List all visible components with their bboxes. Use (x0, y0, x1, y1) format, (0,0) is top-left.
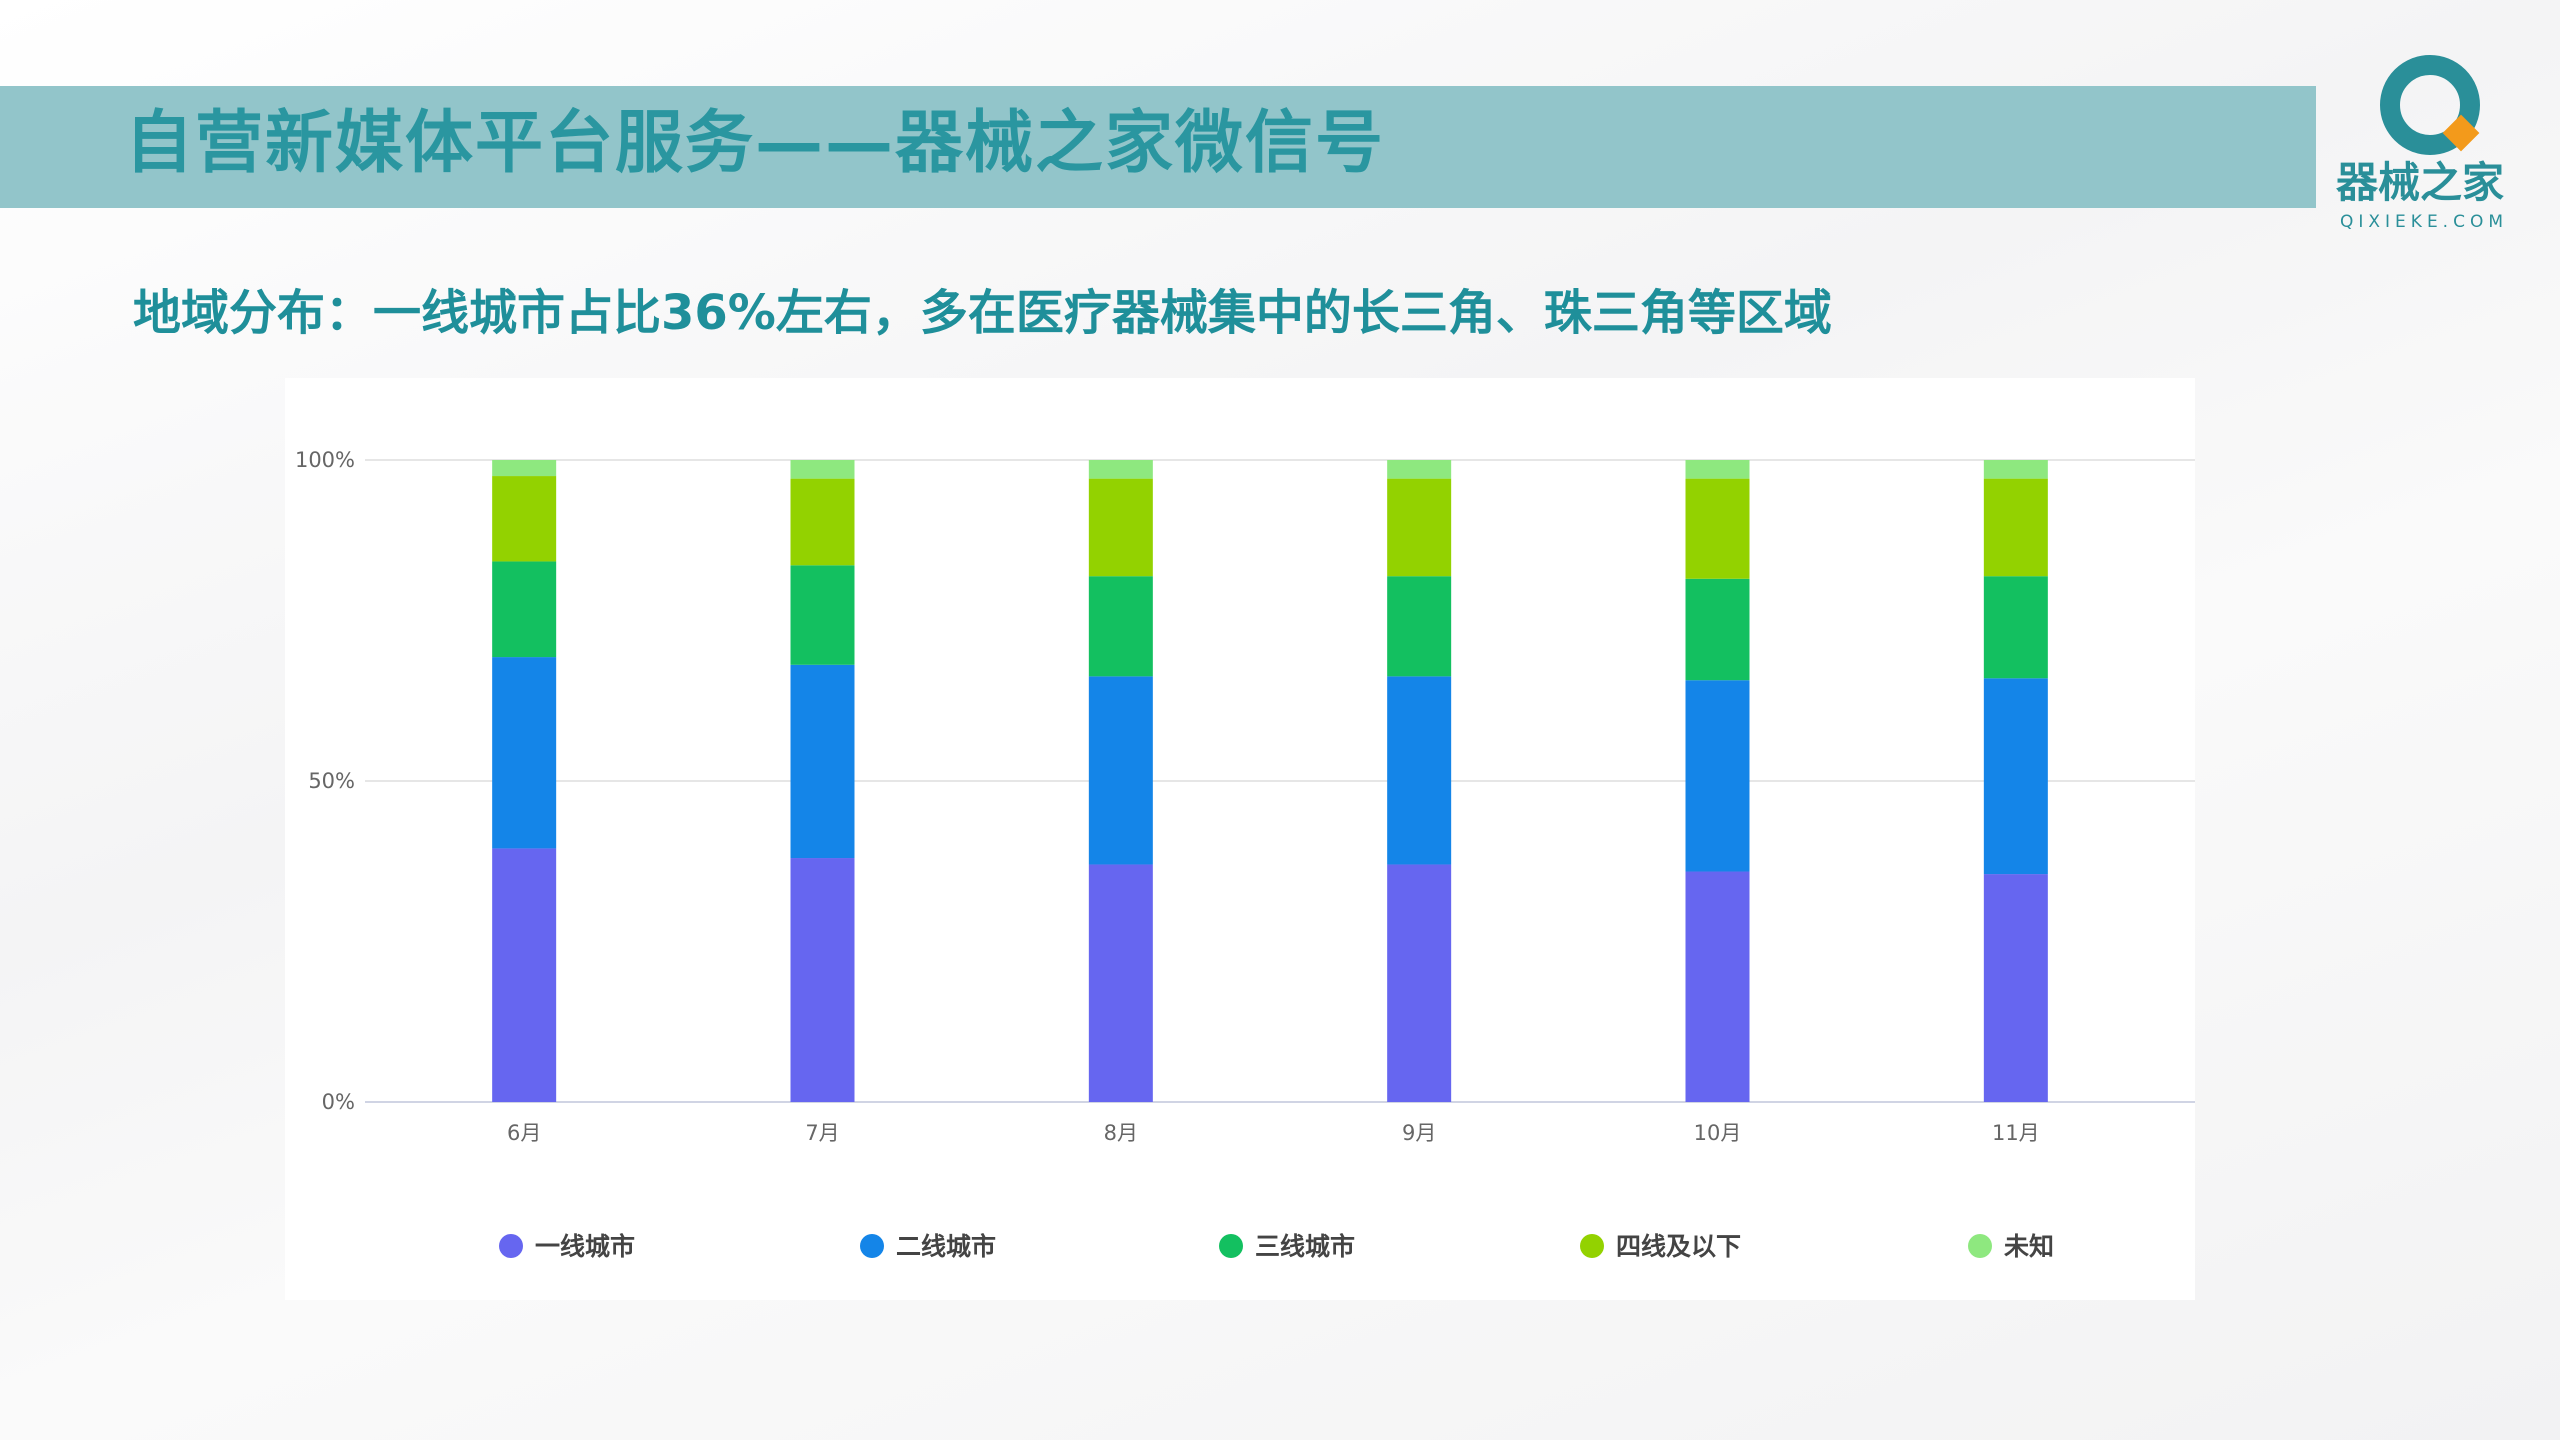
logo-icon (2380, 55, 2480, 155)
bar-segment (492, 561, 557, 658)
bar-segment (1685, 478, 1750, 579)
bar-segment (1387, 864, 1452, 1102)
chart-card: 0% 50% 100% 6月 7月 8月 9月 10月 11月一线城市 二线城市 三线城市 四线及以下… (285, 378, 2195, 1300)
y-tick-label: 100% (295, 448, 355, 472)
bar-segment (1387, 576, 1452, 677)
subtitle: 地域分布：一线城市占比36%左右，多在医疗器械集中的长三角、珠三角等区域 (133, 285, 1832, 341)
legend-marker (1219, 1234, 1243, 1258)
bar-segment (492, 657, 557, 849)
y-tick-label: 50% (308, 769, 355, 793)
bar-segment (790, 664, 855, 859)
bar-segment (790, 858, 855, 1102)
x-tick-label: 8月 (1104, 1121, 1138, 1145)
x-tick-label: 11月 (1992, 1121, 2040, 1145)
title-band (0, 86, 2316, 208)
bar-segment (1088, 676, 1153, 865)
legend-marker (499, 1234, 523, 1258)
bar-segment (1685, 871, 1750, 1102)
legend-label: 未知 (2004, 1232, 2054, 1261)
bar-segment (1387, 460, 1452, 479)
legend-label: 二线城市 (896, 1232, 996, 1261)
legend-marker (860, 1234, 884, 1258)
bar-segment (1387, 478, 1452, 577)
x-tick-label: 9月 (1402, 1121, 1436, 1145)
bar-segment (1685, 680, 1750, 872)
legend-label: 四线及以下 (1616, 1232, 1741, 1261)
logo-text: 器械之家 (2336, 158, 2505, 207)
bar-segment (1685, 460, 1750, 479)
legend-label: 三线城市 (1255, 1232, 1355, 1261)
bar-segment (1088, 576, 1153, 677)
bar-segment (1088, 864, 1153, 1102)
x-tick-label: 10月 (1694, 1121, 1742, 1145)
bar-segment (790, 565, 855, 665)
bar-segment (1983, 478, 2048, 577)
x-tick-label: 7月 (805, 1121, 839, 1145)
bar-segment (1685, 578, 1750, 681)
bar-segment (790, 478, 855, 566)
bar-segment (1983, 460, 2048, 479)
y-tick-label: 0% (322, 1090, 355, 1114)
legend-marker (1968, 1234, 1992, 1258)
x-tick-label: 6月 (507, 1121, 541, 1145)
bar-segment (1387, 676, 1452, 865)
bar-segment (790, 460, 855, 479)
bar-segment (1088, 460, 1153, 479)
bar-segment (1983, 678, 2048, 875)
bar-segment (492, 476, 557, 562)
bar-segment (1088, 478, 1153, 577)
legend-marker (1580, 1234, 1604, 1258)
bar-segment (1983, 576, 2048, 679)
page-title: 自营新媒体平台服务——器械之家微信号 (125, 104, 1386, 183)
legend-label: 一线城市 (535, 1232, 635, 1261)
bar-segment (1983, 874, 2048, 1102)
logo-subtext: QIXIEKE.COM (2340, 212, 2509, 232)
bar-segment (492, 460, 557, 477)
bar-segment (492, 848, 557, 1102)
